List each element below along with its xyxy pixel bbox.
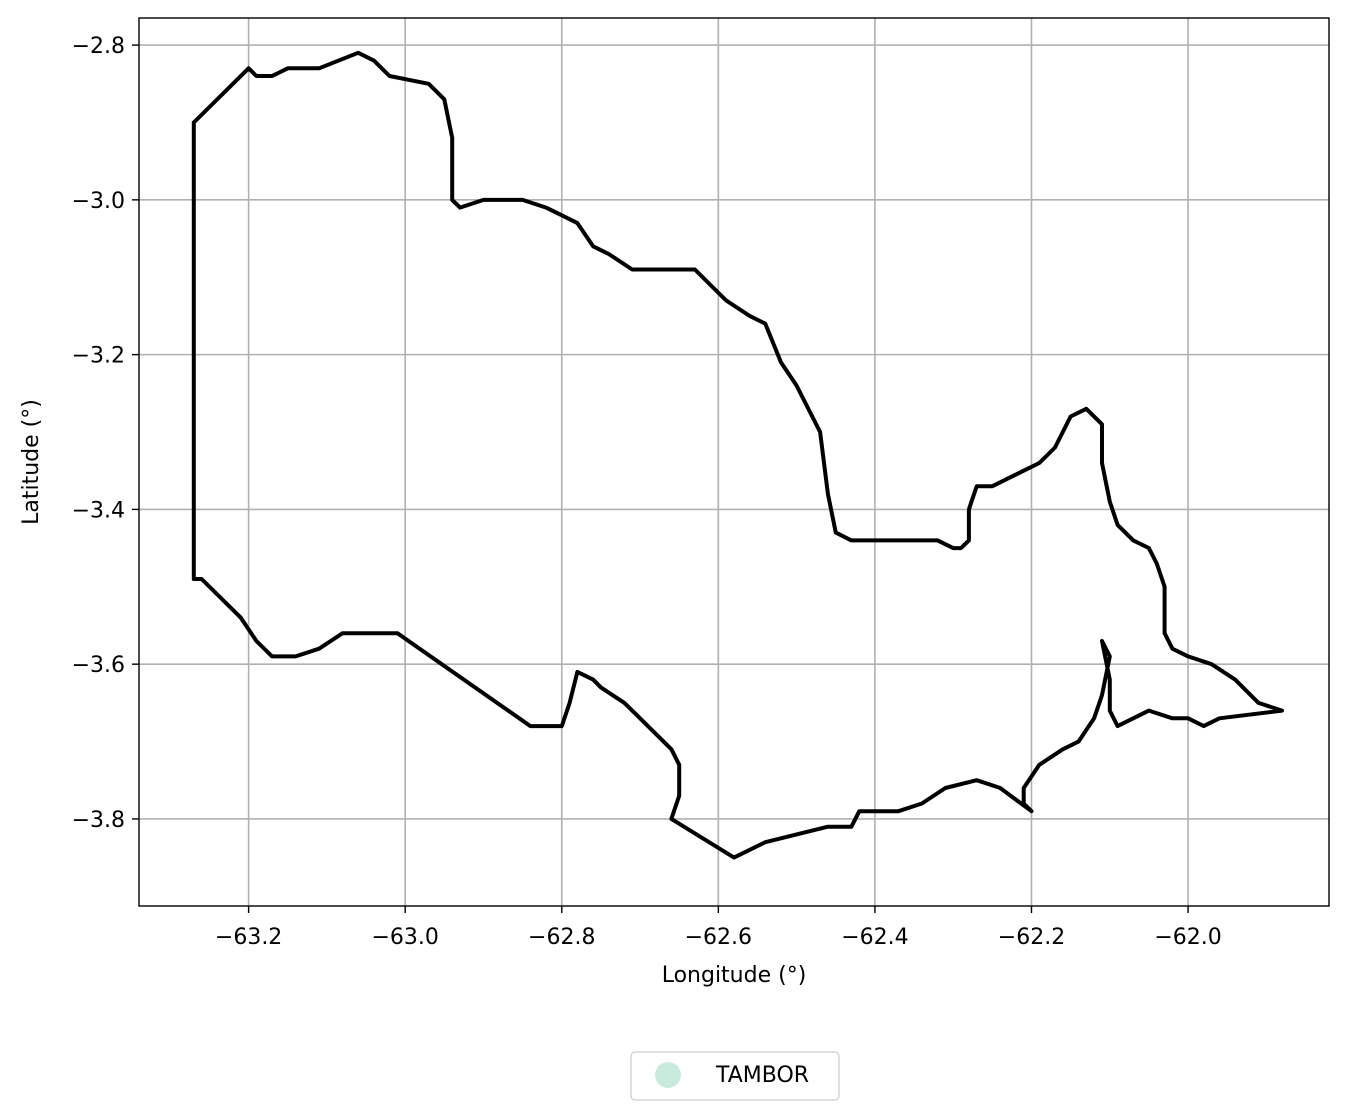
- legend-marker: [655, 1062, 681, 1088]
- y-tick-label: −3.2: [72, 344, 125, 369]
- y-tick-label: −3.8: [72, 808, 125, 833]
- y-tick-label: −2.8: [72, 34, 125, 59]
- legend-box: [630, 1051, 840, 1101]
- plot-frame: [138, 17, 1330, 907]
- map-region: [191, 50, 1284, 860]
- x-tick-label: −63.2: [215, 925, 282, 950]
- x-axis-ticks: −63.2 −63.0 −62.8 −62.6 −62.4 −62.2 −62.0: [215, 906, 1222, 950]
- y-tick-label: −3.4: [72, 498, 125, 523]
- y-tick-label: −3.0: [72, 189, 125, 214]
- y-axis-label: Latitude (°): [19, 399, 44, 525]
- region-boundary: [191, 50, 1284, 860]
- x-tick-label: −62.0: [1154, 925, 1221, 950]
- x-axis-label: Longitude (°): [662, 963, 807, 988]
- x-tick-label: −63.0: [371, 925, 438, 950]
- x-tick-label: −62.4: [841, 925, 908, 950]
- y-tick-label: −3.6: [72, 653, 125, 678]
- x-tick-label: −62.8: [528, 925, 595, 950]
- y-axis-ticks: −2.8 −3.0 −3.2 −3.4 −3.6 −3.8: [72, 34, 139, 833]
- grid-lines: [139, 18, 1329, 906]
- legend: TAMBOR: [630, 1051, 840, 1101]
- x-tick-label: −62.2: [998, 925, 1065, 950]
- x-tick-label: −62.6: [685, 925, 752, 950]
- legend-label: TAMBOR: [715, 1063, 809, 1088]
